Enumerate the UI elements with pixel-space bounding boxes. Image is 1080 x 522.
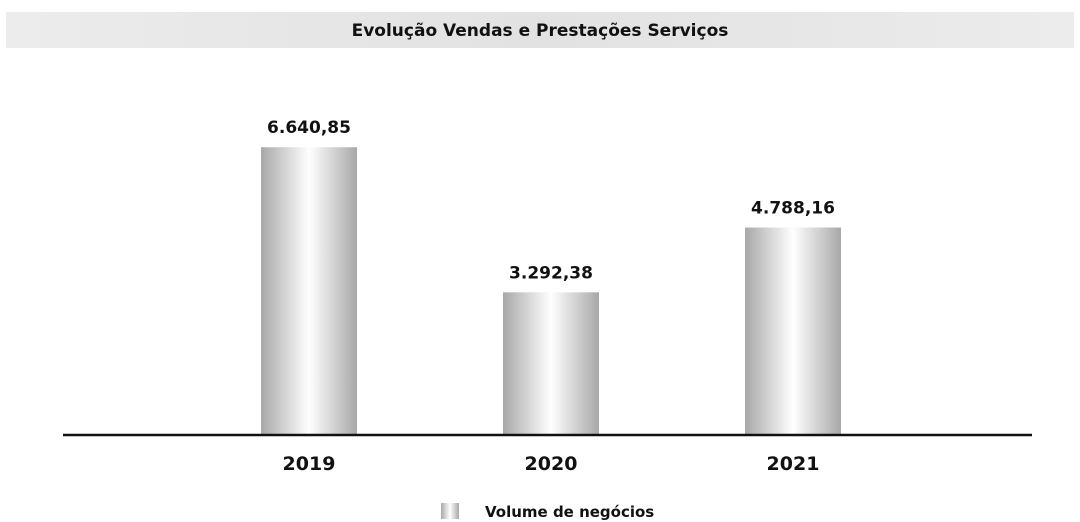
value-labels: 6.640,85 3.292,38 4.788,16 xyxy=(267,118,835,283)
value-label-2021: 4.788,16 xyxy=(751,199,835,219)
value-label-2019: 6.640,85 xyxy=(267,118,351,138)
x-tick-labels: 2019 2020 2021 xyxy=(283,453,820,475)
value-label-2020: 3.292,38 xyxy=(509,263,593,283)
legend: Volume de negócios xyxy=(441,503,654,521)
x-tick-label-2019: 2019 xyxy=(283,453,336,475)
title-band xyxy=(6,12,1074,48)
legend-label: Volume de negócios xyxy=(485,503,654,521)
legend-swatch xyxy=(441,503,459,519)
bar-2021 xyxy=(745,227,841,435)
bar-2020 xyxy=(503,292,599,435)
bar-2019 xyxy=(261,147,357,435)
chart-title: Evolução Vendas e Prestações Serviços xyxy=(352,21,729,41)
x-tick-label-2020: 2020 xyxy=(525,453,578,475)
x-tick-label-2021: 2021 xyxy=(767,453,820,475)
bars xyxy=(261,147,841,435)
